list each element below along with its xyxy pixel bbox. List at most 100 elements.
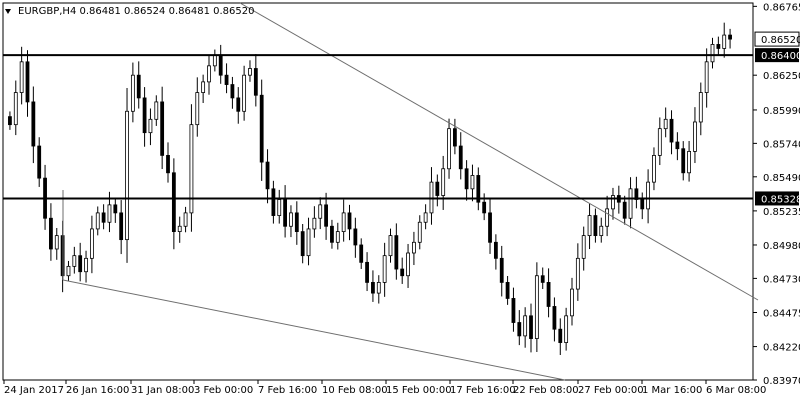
bear-candle-body: [552, 306, 557, 330]
bear-candle-body: [558, 328, 563, 343]
bull-candle-body: [575, 257, 580, 290]
candle: [452, 118, 457, 155]
bear-candle-body: [25, 61, 30, 103]
bear-candle-body: [330, 225, 334, 243]
bull-candle-body: [125, 110, 129, 241]
candle: [207, 54, 211, 95]
x-tick-label: 27 Feb 00:00: [578, 385, 644, 396]
candle: [95, 206, 100, 236]
bull-candle-body: [154, 101, 159, 120]
bull-candle-body: [441, 168, 446, 196]
bull-candle-body: [447, 128, 451, 170]
bull-candle-body: [66, 265, 71, 277]
candle: [371, 270, 375, 302]
descending-trendline[interactable]: [239, 2, 759, 301]
candle: [523, 307, 528, 348]
bull-candle-body: [470, 175, 475, 190]
bear-candle-body: [160, 101, 165, 156]
bull-candle-body: [248, 68, 252, 76]
candle: [31, 86, 36, 164]
candle: [84, 250, 88, 283]
bear-candle-body: [634, 188, 639, 200]
candle: [294, 201, 299, 245]
x-tick-label: 17 Feb 16:00: [450, 385, 516, 396]
bull-candle-body: [84, 257, 88, 273]
bear-candle-body: [31, 101, 36, 147]
candle: [540, 267, 545, 290]
bear-candle-body: [78, 255, 83, 273]
candle: [306, 217, 311, 266]
bear-candle-body: [142, 97, 147, 134]
low-value: 0.86481: [169, 6, 210, 17]
candle: [640, 192, 645, 220]
candle: [394, 223, 399, 280]
bear-candle-body: [324, 204, 328, 227]
collapse-triangle-icon[interactable]: [5, 9, 11, 14]
candle: [599, 217, 604, 243]
candle: [657, 117, 662, 166]
candle: [125, 88, 129, 263]
bull-candle-body: [710, 44, 715, 63]
candle: [581, 226, 586, 271]
plot-area-border: [2, 2, 754, 381]
candle: [400, 257, 405, 284]
bear-candle-body: [300, 231, 305, 257]
candle: [300, 223, 305, 264]
bull-candle-body: [687, 150, 691, 174]
bull-candle-body: [341, 212, 346, 233]
bear-candle-body: [394, 235, 399, 270]
bull-candle-body: [242, 74, 247, 112]
bull-candle-body: [54, 235, 59, 250]
level-price-tag: [755, 48, 799, 63]
bull-candle-body: [722, 34, 727, 49]
bear-candle-body: [452, 128, 457, 147]
bear-candle-body: [482, 201, 487, 214]
candle: [259, 79, 264, 181]
bull-candle-body: [335, 231, 340, 243]
candle: [230, 76, 235, 109]
candle: [722, 22, 727, 58]
candle: [575, 243, 580, 301]
candle: [312, 206, 317, 238]
candle: [142, 87, 147, 147]
candle: [66, 260, 71, 282]
bull-candle-body: [382, 255, 387, 283]
level-price-label: 0.85328: [761, 194, 800, 205]
candle: [25, 50, 30, 117]
last-price-label: 0.86520: [761, 35, 800, 46]
bull-candle-body: [183, 212, 188, 227]
candle: [160, 86, 165, 170]
bull-candle-body: [388, 235, 393, 257]
candle: [493, 234, 498, 270]
candle: [201, 74, 206, 103]
candle: [37, 137, 42, 187]
bull-candle-body: [599, 225, 604, 237]
bull-candle-body: [212, 54, 217, 67]
candle: [324, 192, 328, 240]
candle: [8, 111, 12, 130]
bull-candle-body: [72, 255, 77, 267]
candle: [78, 242, 83, 282]
bear-candle-body: [488, 212, 492, 243]
bull-candle-body: [289, 212, 293, 227]
bear-candle-body: [622, 201, 627, 219]
lower-trendline[interactable]: [62, 279, 566, 381]
candle: [564, 307, 569, 351]
bear-candle-body: [37, 145, 42, 179]
bear-candle-body: [400, 268, 405, 277]
y-tick-label: 0.84475: [763, 308, 800, 319]
bear-candle-body: [271, 188, 276, 216]
candle: [89, 215, 94, 274]
candle: [704, 48, 709, 108]
candle: [265, 149, 270, 204]
horizontal-levels: 0.86400 0.85328 0.86520: [3, 31, 800, 206]
y-tick-label: 0.83970: [763, 376, 800, 387]
last-price-tag: [754, 31, 800, 47]
bear-candle-body: [505, 282, 510, 299]
candle: [681, 141, 686, 181]
candle: [616, 185, 621, 214]
